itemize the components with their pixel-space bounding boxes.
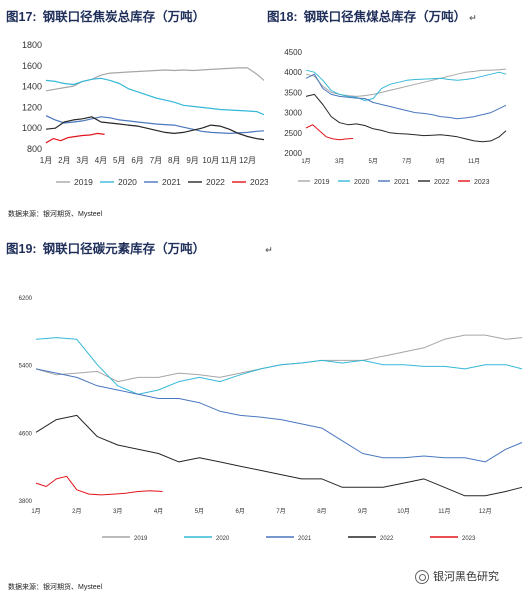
watermark: 银河黑色研究 xyxy=(415,568,499,585)
x-tick-label: 5月 xyxy=(369,158,378,165)
series-line-2023 xyxy=(305,124,354,141)
series-line-2022 xyxy=(45,116,265,141)
figure18-return-mark: ↵ xyxy=(469,13,477,23)
coke-inventory-chart: 800 1000 1200 1400 1600 1800 1月 2月 3月 4月 5月 6月 7月 8月 9… xyxy=(22,40,268,187)
figure19-prefix: 图19: xyxy=(6,242,37,256)
y-tick-label: 1200 xyxy=(22,102,42,112)
figure17-title: 图17: 钢联口径焦炭总库存（万吨） xyxy=(6,6,205,25)
series-line-2023 xyxy=(45,132,105,144)
legend-label-2020: 2020 xyxy=(216,536,230,542)
figure17-prefix: 图17: xyxy=(6,10,37,24)
y-tick-label: 4500 xyxy=(284,48,302,57)
x-tick-label: 9月 xyxy=(358,508,367,515)
series-line-2019 xyxy=(45,67,265,92)
legend-label-2019: 2019 xyxy=(74,177,93,187)
figure18-title: 图18: 钢联口径焦煤总库存（万吨） ↵ xyxy=(267,6,477,25)
y-tick-label: 1000 xyxy=(22,123,42,133)
x-tick-label: 3月 xyxy=(76,156,88,165)
x-tick-label: 11月 xyxy=(221,156,237,165)
legend-label-2023: 2023 xyxy=(474,179,490,186)
x-tick-label: 2月 xyxy=(72,508,81,515)
legend-label-2022: 2022 xyxy=(206,177,225,187)
series-line-2019 xyxy=(35,334,523,383)
y-tick-label: 2000 xyxy=(284,149,302,158)
coking-coal-inventory-chart: 2000 2500 3000 3500 4000 4500 1月 3月 5月 7月 9月 11月 201… xyxy=(284,48,507,186)
x-tick-label: 5月 xyxy=(195,508,204,515)
figure19-title: 图19: 钢联口径碳元素库存（万吨） ↵ xyxy=(6,238,273,257)
y-tick-label: 3000 xyxy=(284,109,302,118)
x-tick-label: 8月 xyxy=(317,508,326,515)
y-tick-label: 5400 xyxy=(19,364,33,370)
legend-label-2020: 2020 xyxy=(118,177,137,187)
watermark-text: 银河黑色研究 xyxy=(433,571,499,583)
figure17-title-text: 钢联口径焦炭总库存（万吨） xyxy=(42,10,206,24)
y-tick-label: 1600 xyxy=(22,61,42,71)
series-line-2021 xyxy=(305,73,507,120)
series-line-2020 xyxy=(45,77,265,116)
x-tick-label: 9月 xyxy=(436,158,445,165)
x-tick-label: 1月 xyxy=(301,158,310,165)
series-line-2020 xyxy=(305,69,507,101)
y-tick-label: 2500 xyxy=(284,129,302,138)
y-tick-label: 4600 xyxy=(19,431,33,437)
x-tick-label: 12月 xyxy=(479,508,492,515)
x-tick-label: 8月 xyxy=(168,156,180,165)
legend-label-2020: 2020 xyxy=(354,179,370,186)
y-tick-label: 1400 xyxy=(22,82,42,92)
x-tick-label: 3月 xyxy=(335,158,344,165)
series-line-2020 xyxy=(35,337,523,395)
x-tick-label: 7月 xyxy=(150,156,162,165)
figure18-prefix: 图18: xyxy=(267,10,298,24)
legend-label-2022: 2022 xyxy=(434,179,450,186)
x-tick-label: 7月 xyxy=(276,508,285,515)
series-line-2023 xyxy=(35,475,163,496)
x-tick-label: 6月 xyxy=(236,508,245,515)
legend-label-2021: 2021 xyxy=(162,177,181,187)
x-tick-label: 10月 xyxy=(397,508,410,515)
x-tick-label: 4月 xyxy=(95,156,107,165)
y-tick-label: 800 xyxy=(27,144,42,154)
series-line-2021 xyxy=(35,368,523,463)
legend-label-2021: 2021 xyxy=(298,536,312,542)
y-tick-label: 4000 xyxy=(284,68,302,77)
x-tick-label: 6月 xyxy=(131,156,143,165)
wechat-icon xyxy=(415,570,429,585)
figure19-title-text: 钢联口径碳元素库存（万吨） xyxy=(42,242,206,256)
legend-label-2023: 2023 xyxy=(250,177,268,187)
legend-label-2023: 2023 xyxy=(462,536,476,542)
carbon-element-inventory-chart: 3800 4600 5400 6200 1月 2月 3月 4月 5月 6月 7月 8月 9月 10月 11月… xyxy=(19,296,523,542)
y-tick-label: 1800 xyxy=(22,40,42,50)
legend-label-2019: 2019 xyxy=(134,536,148,542)
y-tick-label: 6200 xyxy=(19,296,33,302)
x-tick-label: 1月 xyxy=(31,508,40,515)
y-tick-label: 3500 xyxy=(284,88,302,97)
series-line-2022 xyxy=(35,414,523,497)
x-tick-label: 9月 xyxy=(186,156,198,165)
x-tick-label: 5月 xyxy=(113,156,125,165)
x-tick-label: 11月 xyxy=(438,508,450,515)
x-tick-label: 2月 xyxy=(58,156,70,165)
figure19-return-mark: ↵ xyxy=(265,245,273,255)
x-tick-label: 10月 xyxy=(202,156,219,165)
x-tick-label: 3月 xyxy=(113,508,122,515)
x-tick-label: 4月 xyxy=(154,508,163,515)
figure18-title-text: 钢联口径焦煤总库存（万吨） xyxy=(303,10,467,24)
legend-label-2021: 2021 xyxy=(394,179,410,186)
legend-label-2022: 2022 xyxy=(380,536,394,542)
source-note-bottom: 数据来源：银河期货、Mysteel xyxy=(8,584,103,591)
series-line-2022 xyxy=(305,93,507,143)
source-note-top: 数据来源：银河期货、Mysteel xyxy=(8,211,103,218)
x-tick-label: 12月 xyxy=(239,156,256,165)
x-tick-label: 1月 xyxy=(40,156,52,165)
x-tick-label: 7月 xyxy=(402,158,411,165)
x-tick-label: 11月 xyxy=(468,158,480,165)
legend-label-2019: 2019 xyxy=(314,179,330,186)
y-tick-label: 3800 xyxy=(19,499,33,505)
series-line-2021 xyxy=(45,115,265,135)
